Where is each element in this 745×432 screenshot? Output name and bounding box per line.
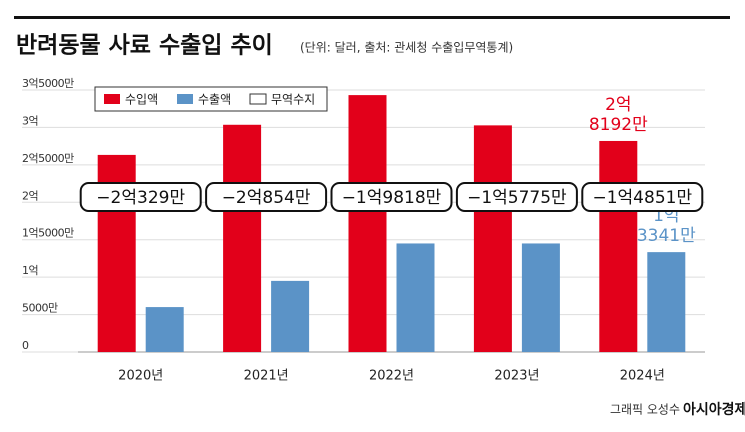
bar bbox=[145, 307, 184, 352]
value-label: 2억 bbox=[605, 95, 631, 115]
y-tick-label: 3억 bbox=[22, 114, 38, 127]
balance-box bbox=[455, 182, 578, 212]
bar bbox=[473, 125, 512, 353]
x-tick-label: 2023년 bbox=[494, 369, 539, 384]
y-tick-label: 5000만 bbox=[22, 302, 58, 315]
y-tick-label: 1억5000만 bbox=[22, 227, 74, 240]
bar bbox=[271, 280, 310, 352]
legend-label: 수출액 bbox=[198, 93, 231, 107]
balance-box bbox=[330, 182, 453, 212]
bar bbox=[521, 243, 560, 352]
legend-swatch bbox=[177, 94, 193, 104]
top-rule bbox=[14, 16, 730, 19]
legend-label: 무역수지 bbox=[271, 93, 315, 107]
credit: 그래픽 오성수 bbox=[610, 403, 680, 417]
y-tick-label: 1억 bbox=[22, 264, 38, 277]
bar bbox=[647, 252, 686, 352]
legend-swatch bbox=[249, 93, 267, 105]
balance-label: −2억329만 bbox=[96, 188, 185, 208]
legend-swatch bbox=[104, 94, 120, 104]
bar bbox=[348, 95, 387, 352]
balance-box bbox=[581, 182, 704, 212]
chart-subtitle: (단위: 달러, 출처: 관세청 수출입무역통계) bbox=[300, 41, 513, 55]
legend-label: 수입액 bbox=[125, 93, 158, 107]
x-tick-label: 2022년 bbox=[369, 369, 414, 384]
value-label: 3341만 bbox=[637, 226, 696, 246]
legend-frame bbox=[94, 86, 328, 112]
x-tick-label: 2024년 bbox=[620, 369, 665, 384]
y-tick-label: 2억 bbox=[22, 189, 38, 202]
x-tick-label: 2021년 bbox=[244, 369, 289, 384]
balance-box bbox=[79, 182, 202, 212]
bar bbox=[223, 124, 262, 352]
balance-label: −1억5775만 bbox=[467, 188, 567, 208]
logo: 아시아경제 bbox=[683, 401, 745, 418]
balance-label: −1억9818만 bbox=[342, 188, 442, 208]
y-tick-label: 0 bbox=[22, 339, 29, 352]
value-label: 8192만 bbox=[589, 115, 648, 135]
y-tick-label: 2억5000만 bbox=[22, 152, 74, 165]
chart-title: 반려동물 사료 수출입 추이 bbox=[16, 33, 273, 59]
x-tick-label: 2020년 bbox=[118, 369, 163, 384]
y-tick-label: 3억5000만 bbox=[22, 77, 74, 90]
bar bbox=[396, 243, 435, 352]
balance-box bbox=[205, 182, 328, 212]
balance-label: −2억854만 bbox=[222, 188, 311, 208]
balance-label: −1억4851만 bbox=[592, 188, 692, 208]
bar bbox=[599, 140, 638, 352]
